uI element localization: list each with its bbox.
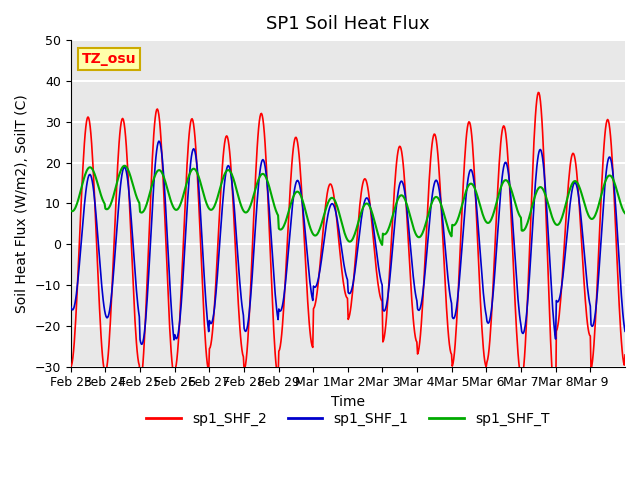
- Text: TZ_osu: TZ_osu: [82, 52, 136, 66]
- Title: SP1 Soil Heat Flux: SP1 Soil Heat Flux: [266, 15, 429, 33]
- Legend: sp1_SHF_2, sp1_SHF_1, sp1_SHF_T: sp1_SHF_2, sp1_SHF_1, sp1_SHF_T: [141, 406, 555, 432]
- Y-axis label: Soil Heat Flux (W/m2), SoilT (C): Soil Heat Flux (W/m2), SoilT (C): [15, 94, 29, 313]
- X-axis label: Time: Time: [331, 395, 365, 409]
